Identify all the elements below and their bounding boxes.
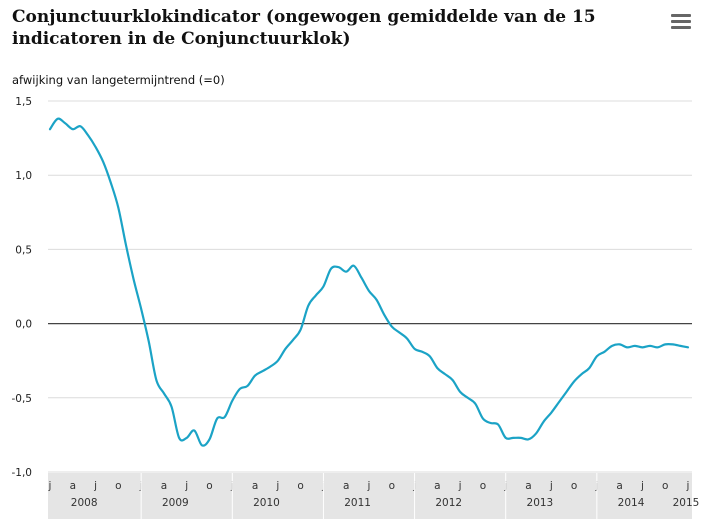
chart-title: Conjunctuurklokindicator (ongewogen gemi…: [12, 7, 596, 49]
menu-bar: [671, 14, 691, 17]
series-layer: [48, 117, 690, 447]
x-month-label: j: [93, 480, 97, 492]
x-month-label: a: [616, 480, 622, 492]
axis-ticks: -1,0-0,50,00,51,01,5jajojajojajojajojajo…: [12, 96, 700, 519]
x-month-label: j: [184, 480, 188, 492]
x-month-label: o: [297, 480, 303, 492]
y-axis-label: afwijking van langetermijntrend (=0): [12, 73, 225, 87]
x-month-label: o: [115, 480, 121, 492]
x-month-label: o: [662, 480, 668, 492]
y-tick-label: -1,0: [12, 467, 33, 479]
x-month-label: j: [48, 480, 52, 492]
x-month-label: j: [458, 480, 462, 492]
x-year-label: 2013: [527, 497, 554, 509]
x-month-label: o: [206, 480, 212, 492]
x-month-label: j: [686, 480, 690, 492]
x-month-label: a: [343, 480, 349, 492]
x-month-label: a: [161, 480, 167, 492]
x-month-label: o: [571, 480, 577, 492]
y-tick-label: 1,5: [15, 96, 32, 108]
x-month-label: j: [640, 480, 644, 492]
x-year-label: 2011: [344, 497, 371, 509]
menu-bar: [671, 26, 691, 29]
x-axis-band-bg: [48, 473, 692, 519]
gridlines: [48, 100, 692, 473]
series-line: [48, 117, 690, 447]
x-month-label: a: [434, 480, 440, 492]
y-tick-label: 1,0: [15, 170, 32, 182]
x-year-label: 2015: [673, 497, 700, 509]
x-month-label: j: [549, 480, 553, 492]
x-year-label: 2010: [253, 497, 280, 509]
x-month-label: j: [275, 480, 279, 492]
menu-bar: [671, 20, 691, 23]
x-year-label: 2008: [71, 497, 98, 509]
y-tick-label: -0,5: [12, 393, 33, 405]
x-year-label: 2009: [162, 497, 189, 509]
x-month-label: o: [480, 480, 486, 492]
x-year-label: 2012: [435, 497, 462, 509]
menu-icon[interactable]: [671, 14, 691, 30]
x-month-label: j: [367, 480, 371, 492]
x-month-label: a: [525, 480, 531, 492]
x-month-label: a: [70, 480, 76, 492]
y-tick-label: 0,0: [15, 319, 32, 331]
x-month-label: o: [389, 480, 395, 492]
x-month-label: a: [252, 480, 258, 492]
y-tick-label: 0,5: [15, 244, 32, 256]
x-axis-band: [48, 473, 692, 519]
x-year-label: 2014: [618, 497, 645, 509]
